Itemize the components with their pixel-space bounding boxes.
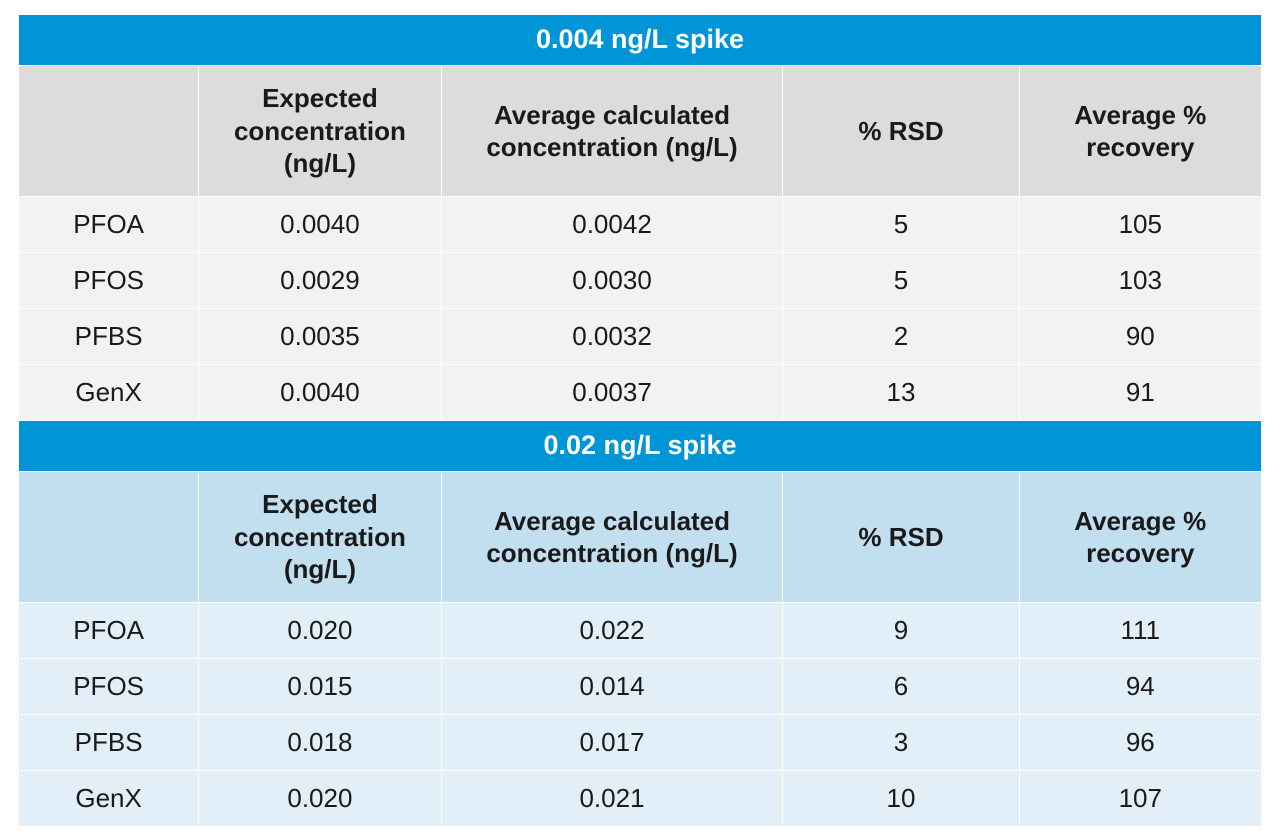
row-label: PFBS: [19, 715, 199, 771]
cell-recovery: 111: [1019, 603, 1261, 659]
row-label: GenX: [19, 771, 199, 827]
table-row: PFOS 0.015 0.014 6 94: [19, 659, 1262, 715]
col-header-rsd: % RSD: [783, 66, 1019, 197]
cell-expected: 0.015: [199, 659, 441, 715]
row-label: PFOA: [19, 197, 199, 253]
cell-avgcalc: 0.0030: [441, 253, 783, 309]
table-row: PFBS 0.018 0.017 3 96: [19, 715, 1262, 771]
col-header-blank: [19, 472, 199, 603]
cell-rsd: 9: [783, 603, 1019, 659]
cell-recovery: 105: [1019, 197, 1261, 253]
cell-recovery: 96: [1019, 715, 1261, 771]
cell-rsd: 10: [783, 771, 1019, 827]
section-title-row: 0.004 ng/L spike: [19, 15, 1262, 66]
row-label: PFOA: [19, 603, 199, 659]
section-title: 0.02 ng/L spike: [19, 421, 1262, 472]
column-header-row: Expected concentration (ng/L) Average ca…: [19, 66, 1262, 197]
cell-recovery: 91: [1019, 365, 1261, 421]
cell-rsd: 5: [783, 197, 1019, 253]
cell-recovery: 94: [1019, 659, 1261, 715]
cell-avgcalc: 0.017: [441, 715, 783, 771]
cell-recovery: 103: [1019, 253, 1261, 309]
table-row: GenX 0.020 0.021 10 107: [19, 771, 1262, 827]
cell-expected: 0.0029: [199, 253, 441, 309]
table-row: PFBS 0.0035 0.0032 2 90: [19, 309, 1262, 365]
row-label: GenX: [19, 365, 199, 421]
cell-avgcalc: 0.014: [441, 659, 783, 715]
cell-expected: 0.0040: [199, 365, 441, 421]
row-label: PFOS: [19, 253, 199, 309]
cell-expected: 0.0035: [199, 309, 441, 365]
cell-rsd: 2: [783, 309, 1019, 365]
section-title-row: 0.02 ng/L spike: [19, 421, 1262, 472]
cell-avgcalc: 0.0042: [441, 197, 783, 253]
row-label: PFBS: [19, 309, 199, 365]
row-label: PFOS: [19, 659, 199, 715]
cell-avgcalc: 0.0032: [441, 309, 783, 365]
col-header-avgcalc: Average calculated concentration (ng/L): [441, 66, 783, 197]
col-header-blank: [19, 66, 199, 197]
cell-rsd: 5: [783, 253, 1019, 309]
cell-expected: 0.020: [199, 771, 441, 827]
cell-avgcalc: 0.021: [441, 771, 783, 827]
section-title: 0.004 ng/L spike: [19, 15, 1262, 66]
col-header-rsd: % RSD: [783, 472, 1019, 603]
cell-rsd: 6: [783, 659, 1019, 715]
table-row: GenX 0.0040 0.0037 13 91: [19, 365, 1262, 421]
table-row: PFOA 0.0040 0.0042 5 105: [19, 197, 1262, 253]
column-header-row: Expected concentration (ng/L) Average ca…: [19, 472, 1262, 603]
col-header-avgcalc: Average calculated concentration (ng/L): [441, 472, 783, 603]
cell-recovery: 107: [1019, 771, 1261, 827]
cell-rsd: 3: [783, 715, 1019, 771]
col-header-recovery: Average % recovery: [1019, 66, 1261, 197]
spike-recovery-table: 0.004 ng/L spike Expected concentration …: [18, 14, 1262, 827]
cell-expected: 0.018: [199, 715, 441, 771]
cell-rsd: 13: [783, 365, 1019, 421]
cell-recovery: 90: [1019, 309, 1261, 365]
col-header-expected: Expected concentration (ng/L): [199, 472, 441, 603]
cell-avgcalc: 0.0037: [441, 365, 783, 421]
table-row: PFOA 0.020 0.022 9 111: [19, 603, 1262, 659]
cell-expected: 0.0040: [199, 197, 441, 253]
cell-expected: 0.020: [199, 603, 441, 659]
col-header-expected: Expected concentration (ng/L): [199, 66, 441, 197]
cell-avgcalc: 0.022: [441, 603, 783, 659]
col-header-recovery: Average % recovery: [1019, 472, 1261, 603]
table-row: PFOS 0.0029 0.0030 5 103: [19, 253, 1262, 309]
table-container: 0.004 ng/L spike Expected concentration …: [0, 0, 1280, 827]
